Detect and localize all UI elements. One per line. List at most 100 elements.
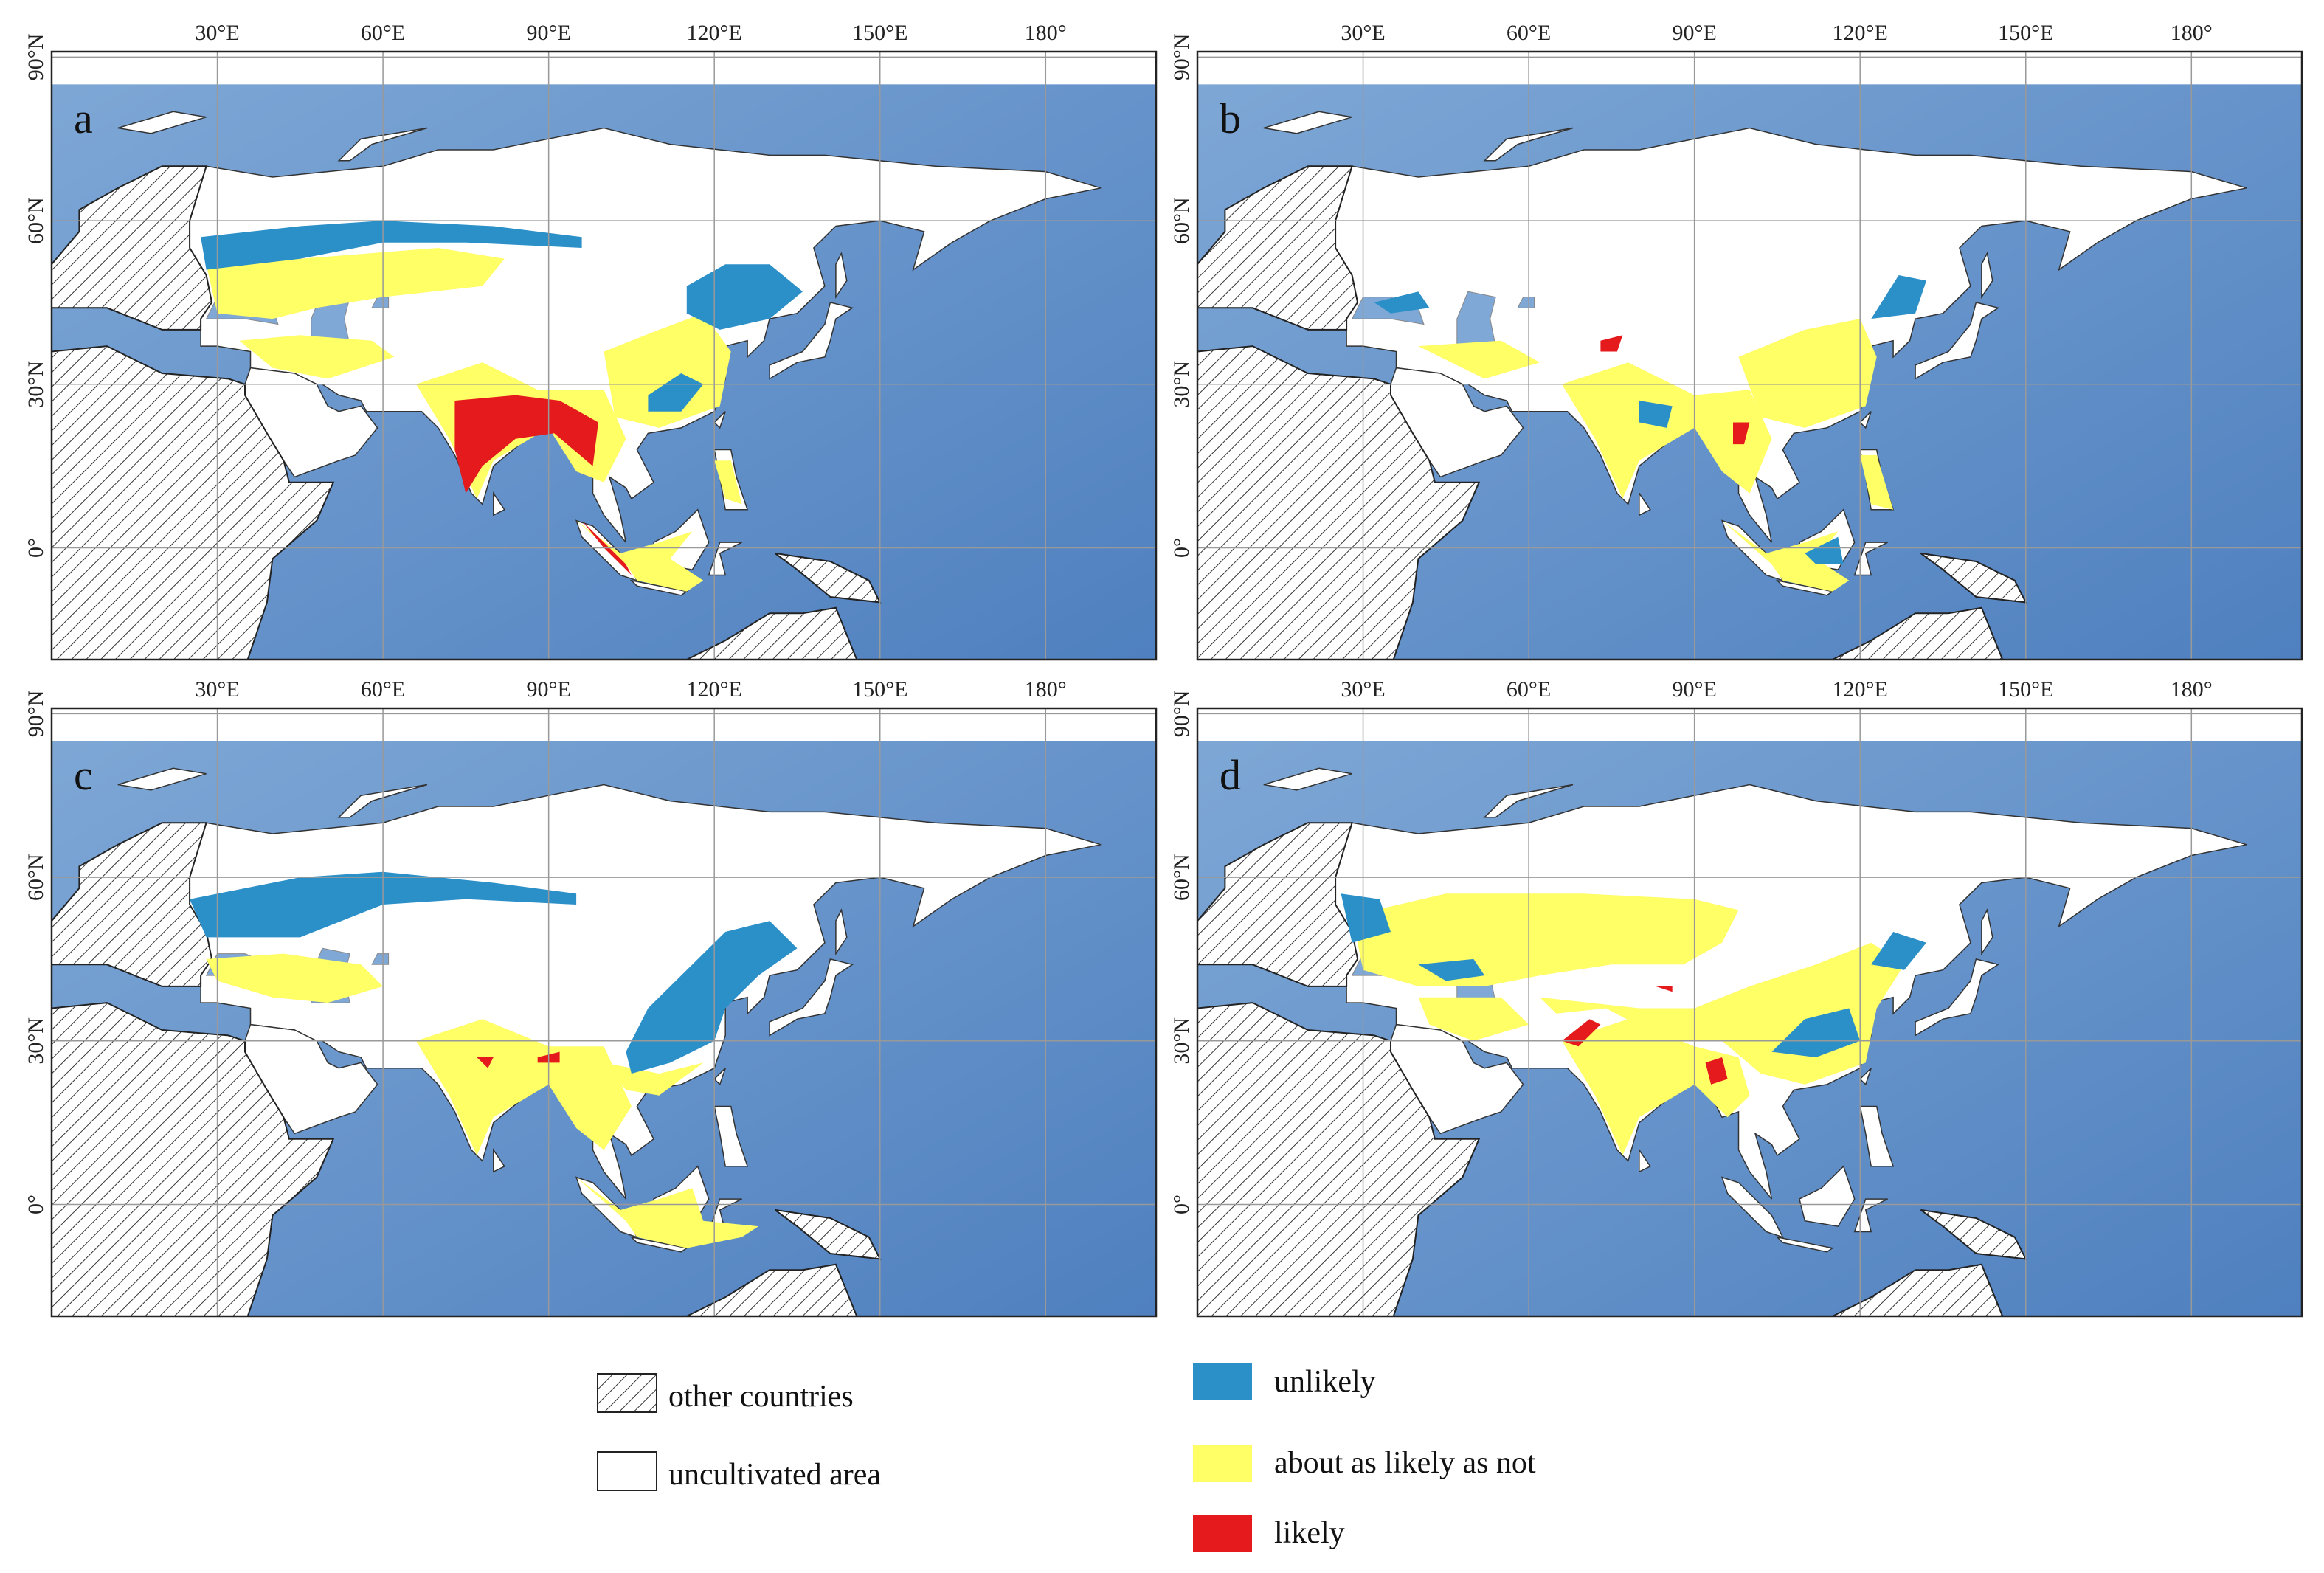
legend-swatch [597,1451,657,1491]
lat-tick-label: 60°N [24,197,48,244]
land [1915,958,2000,1037]
land [1859,1105,1895,1167]
land [1799,1165,1856,1227]
suitability-area [1738,319,1877,428]
lon-tick-label: 180° [2171,21,2213,45]
land [1483,127,1574,162]
suitability-area [454,395,598,494]
other-countries [1830,1263,2004,1316]
suitability-area [1733,422,1750,445]
lat-tick-label: 30°N [24,361,48,408]
lon-tick-label: 150°E [1998,677,2053,702]
land [769,301,854,380]
lon-tick-label: 60°E [1507,21,1551,45]
lon-tick-label: 150°E [852,677,907,702]
suitability-area [604,1062,704,1096]
lon-tick-label: 90°E [526,21,570,45]
lon-tick-label: 90°E [1672,677,1716,702]
lat-tick-label: 90°N [1169,691,1194,738]
lat-tick-label: 0° [1169,1195,1194,1214]
lat-tick-label: 60°N [1169,854,1194,901]
other-countries [1830,606,2004,660]
other-countries [685,606,858,660]
lon-tick-label: 180° [1025,677,1067,702]
map-content [1197,708,2302,1316]
panel-label: c [74,751,93,799]
land [713,1068,726,1086]
map-content [52,52,1156,660]
lat-tick-label: 30°N [24,1017,48,1065]
legend-label: about as likely as not [1274,1446,1536,1480]
lon-tick-label: 60°E [361,21,405,45]
lat-tick-label: 0° [24,1195,48,1214]
land [1859,411,1872,429]
lon-tick-label: 120°E [687,677,742,702]
other-countries [52,345,335,660]
lat-tick-label: 60°N [24,854,48,901]
suitability-area [714,460,742,505]
land [1263,111,1352,134]
lat-tick-label: 90°N [24,34,48,81]
suitability-area [1374,291,1430,314]
land [629,1236,688,1253]
suitability-area [1639,401,1673,428]
lon-tick-label: 30°E [195,21,239,45]
lon-tick-label: 30°E [1341,21,1385,45]
land [1859,1068,1872,1086]
land [337,127,428,162]
suitability-area [1418,340,1540,379]
lat-tick-label: 30°N [1169,1017,1194,1065]
suitability-area [604,313,731,428]
legend-label: unlikely [1274,1365,1376,1399]
lon-tick-label: 150°E [852,21,907,45]
legend-label: uncultivated area [668,1458,881,1492]
suitability-area [1805,536,1844,564]
other-countries [1197,345,1481,660]
lat-tick-label: 90°N [24,691,48,738]
suitability-area [1562,362,1772,499]
lon-tick-label: 30°E [195,677,239,702]
suitability-area [1771,1008,1861,1057]
land [713,1105,749,1167]
map-panel: 30°E 60°E 90°E 120°E 150°E 180° 90°N 60°N 30°N 0°… [24,677,1158,1318]
suitability-area [206,953,384,1003]
panel-frame [1196,50,2303,661]
land [1263,767,1352,791]
legend-swatch [1193,1515,1252,1552]
legend-swatch [1193,1445,1252,1482]
panel-label: d [1220,751,1241,799]
suitability-area [206,248,505,319]
panel-frame [50,50,1158,661]
land [337,784,428,818]
suitability-area [1600,335,1623,352]
lon-tick-label: 90°E [1672,21,1716,45]
lon-tick-label: 120°E [687,21,742,45]
lon-tick-label: 180° [2171,677,2213,702]
suitability-area [1562,1019,1750,1155]
lon-tick-label: 120°E [1833,677,1888,702]
land [493,1148,505,1173]
map-panel: 30°E 60°E 90°E 120°E 150°E 180° 90°N 60°N 30°N 0°… [1169,21,2303,661]
land [1639,1148,1651,1173]
panel-frame [1196,707,2303,1318]
suitability-area [1871,932,1926,970]
map-content [52,708,1156,1316]
suitability-area [201,221,582,270]
map-content [1197,52,2302,660]
suitability-area [190,871,577,938]
land [713,411,726,429]
lon-tick-label: 90°E [526,677,570,702]
suitability-area [576,1177,759,1248]
lon-tick-label: 180° [1025,21,1067,45]
land [835,252,848,300]
land [629,579,688,596]
suitability-area [239,335,395,379]
panel-frame [50,707,1158,1318]
lat-tick-label: 90°N [1169,34,1194,81]
suitability-area [1722,520,1850,592]
other-countries [685,1263,858,1316]
land [1981,908,1993,956]
lon-tick-label: 120°E [1833,21,1888,45]
